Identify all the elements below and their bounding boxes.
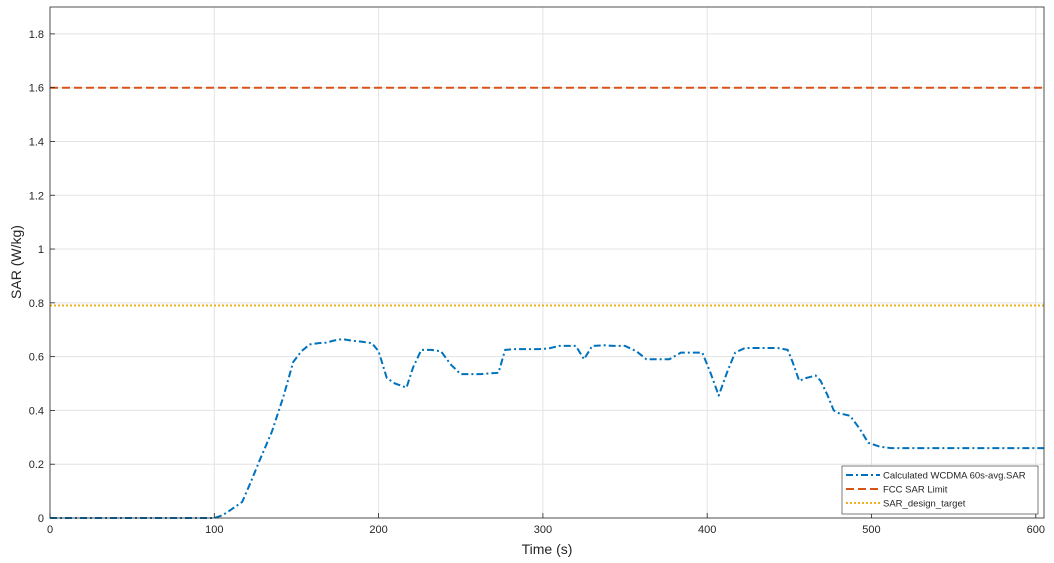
x-tick-label: 300 xyxy=(534,524,552,536)
y-tick-label: 0.6 xyxy=(29,352,44,364)
x-tick-label: 0 xyxy=(47,524,53,536)
legend-label-fcc: FCC SAR Limit xyxy=(883,485,948,496)
y-tick-label: 1.8 xyxy=(29,29,44,41)
y-axis-label: SAR (W/kg) xyxy=(8,225,24,299)
y-ticks: 0 0.2 0.4 0.6 0.8 1 1.2 1.4 1.6 1.8 xyxy=(29,29,55,525)
y-tick-label: 1.6 xyxy=(29,83,44,95)
x-axis-label: Time (s) xyxy=(522,541,573,557)
plot-frame xyxy=(49,6,1045,519)
legend: Calculated WCDMA 60s-avg.SAR FCC SAR Lim… xyxy=(841,465,1039,515)
plot-area xyxy=(50,7,1044,518)
y-tick-label: 0.2 xyxy=(29,459,44,471)
x-tick-label: 600 xyxy=(1027,524,1045,536)
legend-label-wcdma: Calculated WCDMA 60s-avg.SAR xyxy=(883,471,1026,482)
y-tick-label: 0.4 xyxy=(29,405,44,417)
x-tick-label: 500 xyxy=(862,524,880,536)
y-tick-label: 0 xyxy=(38,513,44,525)
x-tick-label: 400 xyxy=(698,524,716,536)
y-tick-label: 1 xyxy=(38,244,44,256)
x-ticks: 0 100 200 300 400 500 600 xyxy=(47,513,1045,536)
x-tick-label: 100 xyxy=(205,524,223,536)
y-tick-label: 1.4 xyxy=(29,136,44,148)
series-line-wcdma-sar xyxy=(50,338,1044,519)
legend-label-design-target: SAR_design_target xyxy=(883,499,966,510)
series-layer xyxy=(50,86,1044,519)
y-tick-label: 1.2 xyxy=(29,190,44,202)
grid xyxy=(49,7,1044,519)
x-tick-label: 200 xyxy=(369,524,387,536)
y-tick-label: 0.8 xyxy=(29,298,44,310)
